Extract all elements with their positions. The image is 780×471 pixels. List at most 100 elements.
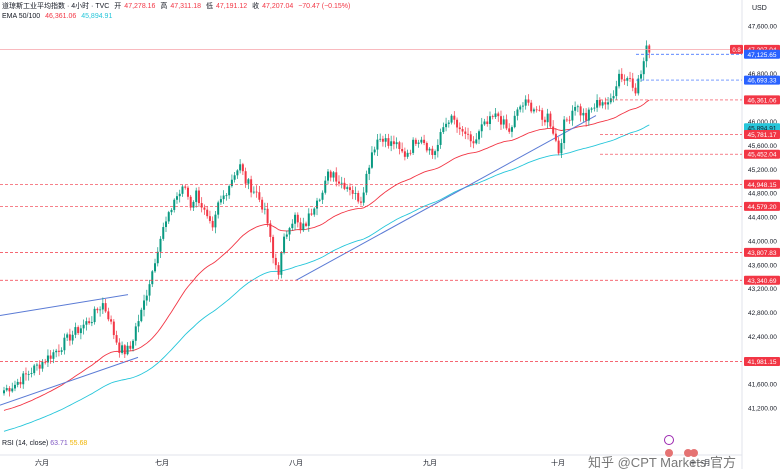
price-label-bg xyxy=(744,149,780,159)
x-tick-label: 八月 xyxy=(289,459,303,467)
close-value: 47,207.04 xyxy=(262,3,294,10)
candle-body xyxy=(576,106,579,108)
price-label-bg xyxy=(744,179,780,189)
candle-body xyxy=(307,213,310,226)
candle-body xyxy=(104,303,107,312)
candle-body xyxy=(156,251,159,264)
price-label-bg xyxy=(744,123,780,133)
price-label-text: 43,807.83 xyxy=(748,250,777,257)
candle-body xyxy=(63,337,66,351)
candle-body xyxy=(469,134,472,142)
candle-body xyxy=(467,133,470,135)
price-label-bg xyxy=(744,275,780,285)
candle-body xyxy=(376,139,379,150)
candle-body xyxy=(538,109,541,111)
close-label: 收 xyxy=(252,3,260,10)
candle-body xyxy=(615,86,618,97)
candle-body xyxy=(247,179,250,184)
candle-body xyxy=(5,388,8,391)
candle-body xyxy=(626,78,629,81)
candle-body xyxy=(165,221,167,228)
high-value: 47,311.18 xyxy=(170,3,202,10)
candle-body xyxy=(99,309,102,311)
x-tick-label: 十月 xyxy=(551,458,565,467)
candle-body xyxy=(310,213,313,215)
candle-body xyxy=(478,131,481,140)
candle-body xyxy=(574,106,577,111)
candle-body xyxy=(90,322,93,324)
candle-body xyxy=(46,355,49,363)
candle-body xyxy=(486,121,489,124)
price-label-text: 43,340.69 xyxy=(748,278,777,285)
candle-body xyxy=(134,326,137,341)
upper-channel-line xyxy=(0,294,129,317)
candle-body xyxy=(480,124,483,132)
candle-body xyxy=(524,99,527,106)
candle-body xyxy=(41,361,44,369)
candle-body xyxy=(590,108,593,110)
open-value: 47,278.16 xyxy=(124,3,156,10)
y-tick-label: 44,400.00 xyxy=(748,215,777,222)
candle-body xyxy=(88,321,91,324)
price-label-bg xyxy=(744,49,780,59)
candle-body xyxy=(579,106,582,116)
candle-body xyxy=(258,192,261,200)
countdown-label-text: 0.8 xyxy=(732,48,741,54)
y-tick-label: 42,800.00 xyxy=(748,310,777,317)
candle-body xyxy=(277,265,280,275)
candle-body xyxy=(178,193,181,197)
rsi-value-2: 55.68 xyxy=(69,440,88,447)
candle-body xyxy=(324,180,327,193)
candle-body xyxy=(535,109,538,111)
candle-body xyxy=(30,373,33,374)
candle-body xyxy=(425,142,428,151)
candle-body xyxy=(55,350,58,353)
candle-body xyxy=(145,295,148,301)
candle-body xyxy=(154,263,157,272)
candle-body xyxy=(351,190,354,194)
candle-body xyxy=(35,364,38,366)
candle-body xyxy=(417,142,420,144)
price-label-text: 44,579.20 xyxy=(748,204,777,211)
candle-body xyxy=(173,199,176,210)
candle-body xyxy=(327,171,329,181)
candle-body xyxy=(521,105,524,107)
candle-body xyxy=(233,175,236,180)
candle-body xyxy=(288,228,291,235)
candle-body xyxy=(296,214,299,223)
candle-body xyxy=(343,182,346,189)
candle-body xyxy=(285,234,288,237)
candle-body xyxy=(203,207,206,210)
candle-body xyxy=(450,115,453,123)
candle-body xyxy=(412,139,415,153)
event-icon-flag xyxy=(690,449,698,457)
candle-body xyxy=(225,195,228,197)
candle-body xyxy=(598,100,601,106)
candle-body xyxy=(332,172,335,178)
candle-body xyxy=(123,345,126,355)
candle-body xyxy=(530,102,533,112)
candle-body xyxy=(110,319,113,322)
ema100-value: 45,894.91 xyxy=(81,13,113,20)
candle-body xyxy=(642,61,645,75)
candle-body xyxy=(57,350,60,352)
candle-body xyxy=(439,132,442,145)
candle-body xyxy=(261,199,264,210)
price-label-text: 45,894.91 xyxy=(748,125,777,132)
candle-body xyxy=(445,123,448,128)
candle-body xyxy=(22,373,25,385)
candle-body xyxy=(151,271,154,285)
high-label: 高 xyxy=(160,3,168,10)
candle-body xyxy=(381,138,384,142)
y-tick-label: 45,200.00 xyxy=(748,167,777,174)
candle-body xyxy=(461,129,464,132)
candle-body xyxy=(612,96,615,99)
candle-body xyxy=(162,227,165,239)
candle-body xyxy=(620,73,623,80)
candle-body xyxy=(27,373,30,375)
event-icon-flag xyxy=(684,449,692,457)
low-label: 低 xyxy=(205,3,213,10)
chart-header: 道琼斯工业平均指数 · 4小时 · TVC 开 47,278.16 高 47,311… xyxy=(2,2,353,11)
candle-body xyxy=(299,222,302,231)
candle-body xyxy=(107,311,110,320)
